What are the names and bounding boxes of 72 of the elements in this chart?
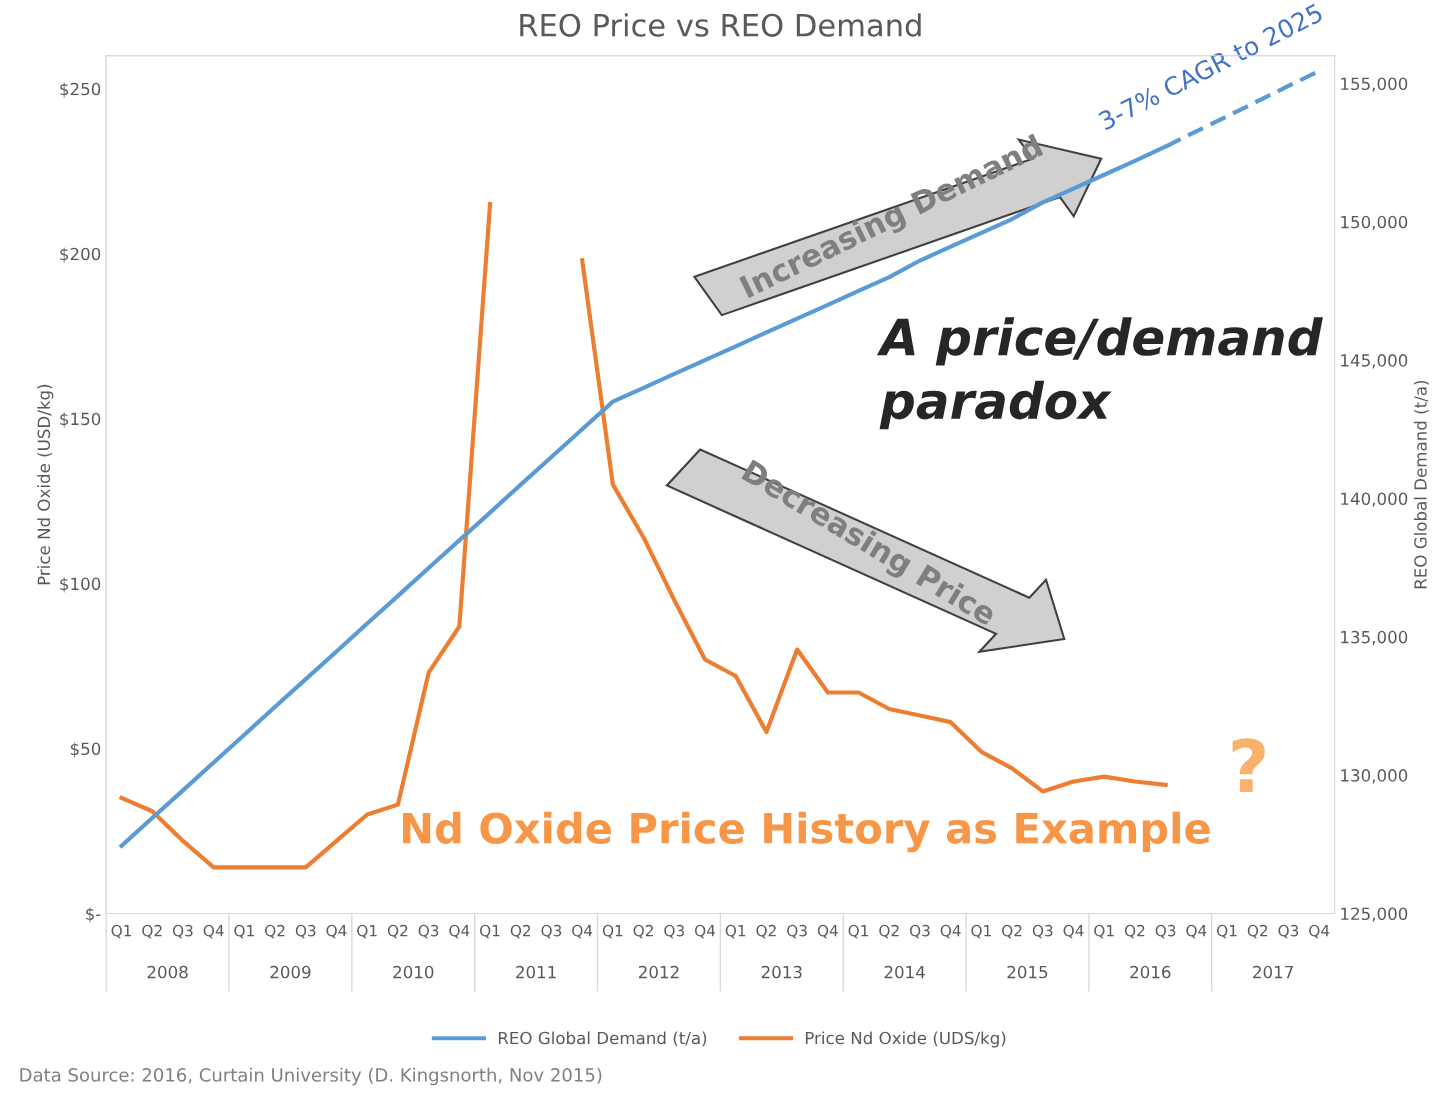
y2-tick-label: 130,000 xyxy=(1341,769,1408,784)
x-tick-label: Q2 xyxy=(387,924,408,939)
y-tick-label: $100 xyxy=(60,577,101,593)
x-tick-label: Q1 xyxy=(602,924,623,939)
legend-label: Price Nd Oxide (UDS/kg) xyxy=(805,1031,1006,1048)
x-tick-label: Q3 xyxy=(541,924,562,939)
x-tick-label: Q4 xyxy=(1063,924,1084,939)
x-tick-label: Q2 xyxy=(879,924,899,939)
x-tick-label: Q4 xyxy=(817,924,838,939)
annotation: Nd Oxide Price History as Example xyxy=(402,811,1210,853)
source-note: Data Source: 2016, Curtain University (D. Kingsnorth, Nov 2015) xyxy=(20,1067,602,1086)
x-tick-label: Q3 xyxy=(664,924,684,939)
x-tick-label: Q4 xyxy=(695,924,716,939)
text: 2009 xyxy=(270,965,311,979)
x-tick-label: Q1 xyxy=(357,924,377,939)
y-axis-title: Price Nd Oxide (USD/kg) xyxy=(37,384,54,585)
x-tick-label: Q1 xyxy=(725,924,746,939)
x-tick-label: Q4 xyxy=(572,924,593,939)
x-tick-label: Q1 xyxy=(971,924,991,939)
annotation: A price/demand paradox xyxy=(876,317,1323,430)
y2-tick-label: 150,000 xyxy=(1341,215,1408,231)
text: 2010 xyxy=(393,965,434,979)
x-tick-label: Q3 xyxy=(418,924,439,939)
x-tick-label: Q1 xyxy=(1094,924,1114,939)
x-tick-label: Q2 xyxy=(1124,924,1145,939)
x-tick-label: Q1 xyxy=(1217,924,1237,939)
x-tick-label: Q4 xyxy=(449,924,470,939)
x-tick-label: Q1 xyxy=(480,924,500,939)
x-tick-label: Q3 xyxy=(1278,924,1299,939)
x-tick-label: Q2 xyxy=(756,924,776,939)
x-tick-label: Q2 xyxy=(142,924,162,939)
x-tick-label: Q1 xyxy=(234,924,254,939)
x-tick-label: Q2 xyxy=(1002,924,1022,939)
x-tick-label: Q4 xyxy=(326,924,347,939)
text: 2013 xyxy=(761,965,802,979)
x-tick-label: Q4 xyxy=(203,924,224,939)
y2-axis-title: REO Global Demand (t/a) xyxy=(1413,380,1429,589)
x-tick-label: Q3 xyxy=(1155,924,1176,939)
y2-tick-label: 140,000 xyxy=(1341,492,1408,507)
y-tick-label: $50 xyxy=(70,742,101,758)
y2-tick-label: 125,000 xyxy=(1341,907,1408,922)
y-tick-label: $150 xyxy=(60,412,101,428)
text: 2014 xyxy=(884,965,925,979)
x-tick-label: Q3 xyxy=(909,924,930,939)
text: 2012 xyxy=(638,965,679,979)
x-tick-label: Q3 xyxy=(787,924,807,939)
y2-tick-label: 135,000 xyxy=(1341,630,1408,646)
x-tick-label: Q1 xyxy=(848,924,869,939)
x-tick-label: Q1 xyxy=(111,924,132,939)
chart-title: REO Price vs REO Demand xyxy=(520,13,921,37)
text: 2015 xyxy=(1007,965,1048,979)
x-tick-label: Q2 xyxy=(510,924,531,939)
x-tick-label: Q4 xyxy=(940,924,961,939)
x-tick-label: Q4 xyxy=(1309,924,1330,939)
y-tick-label: $250 xyxy=(60,82,101,98)
text: 2008 xyxy=(147,965,188,979)
text: 2017 xyxy=(1253,965,1293,979)
x-tick-label: Q2 xyxy=(1247,924,1268,939)
y2-tick-label: 155,000 xyxy=(1341,77,1408,92)
y-tick-label: $- xyxy=(86,907,101,923)
x-tick-label: Q3 xyxy=(172,924,193,939)
x-tick-label: Q4 xyxy=(1186,924,1207,939)
text: 2016 xyxy=(1130,965,1171,979)
y2-tick-label: 145,000 xyxy=(1341,354,1408,369)
x-tick-label: Q2 xyxy=(633,924,653,939)
text: 2011 xyxy=(516,965,556,979)
legend-label: REO Global Demand (t/a) xyxy=(498,1031,707,1047)
annotation: ? xyxy=(1232,738,1265,792)
x-tick-label: Q3 xyxy=(295,924,316,939)
x-tick-label: Q3 xyxy=(1032,924,1053,939)
x-tick-label: Q2 xyxy=(265,924,285,939)
y-tick-label: $200 xyxy=(60,247,101,263)
